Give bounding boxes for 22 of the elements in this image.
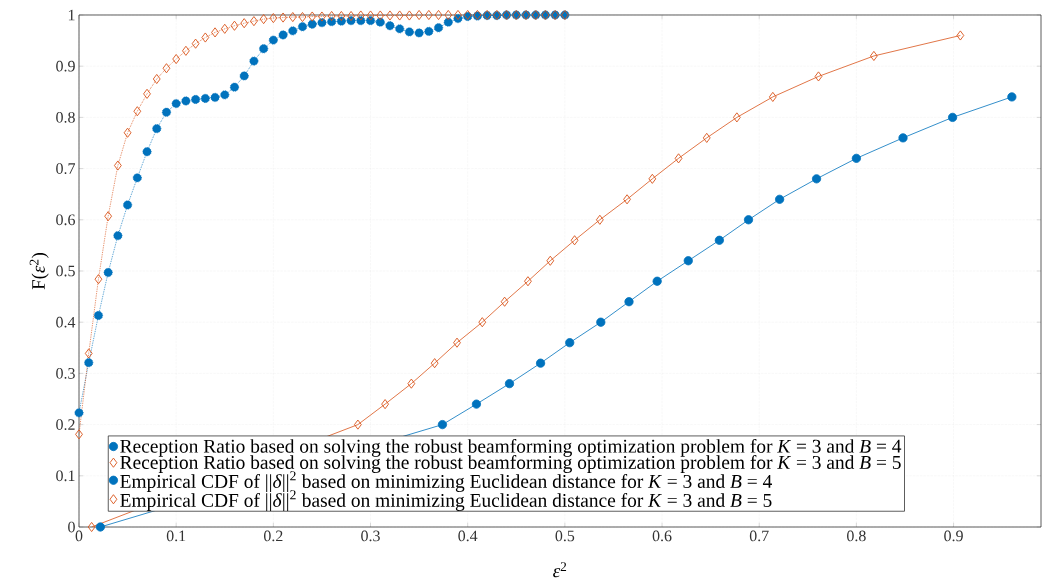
x-tick-label: 0.5 — [555, 530, 575, 542]
x-tick-label: 0.8 — [847, 530, 866, 542]
x-tick-label: 0.6 — [652, 530, 672, 542]
x-tick-label: 0.3 — [361, 530, 380, 542]
y-tick-label: 0.4 — [56, 316, 76, 328]
y-tick-label: 0.8 — [56, 111, 75, 123]
x-tick-label: 0.2 — [263, 530, 283, 542]
y-tick-label: 0.5 — [56, 265, 75, 277]
y-tick-label: 0 — [68, 521, 75, 533]
y-tick-label: 0.6 — [56, 214, 76, 226]
y-tick-label: 0.3 — [56, 367, 75, 379]
y-tick-label: 0.2 — [56, 419, 75, 431]
y-tick-label: 1 — [68, 9, 75, 21]
y-axis-title: F(ε$^{2}$) — [29, 252, 49, 290]
y-tick-label: 0.9 — [56, 60, 75, 72]
x-tick-label: 0.1 — [166, 530, 186, 542]
x-tick-label: 0.9 — [944, 530, 963, 542]
x-tick-label: 0.4 — [458, 530, 478, 542]
x-axis-title: ε$^{2}$ — [553, 562, 567, 578]
x-tick-label: 0.7 — [749, 530, 769, 542]
y-tick-label: 0.1 — [56, 470, 75, 482]
y-tick-label: 0.7 — [56, 163, 76, 174]
